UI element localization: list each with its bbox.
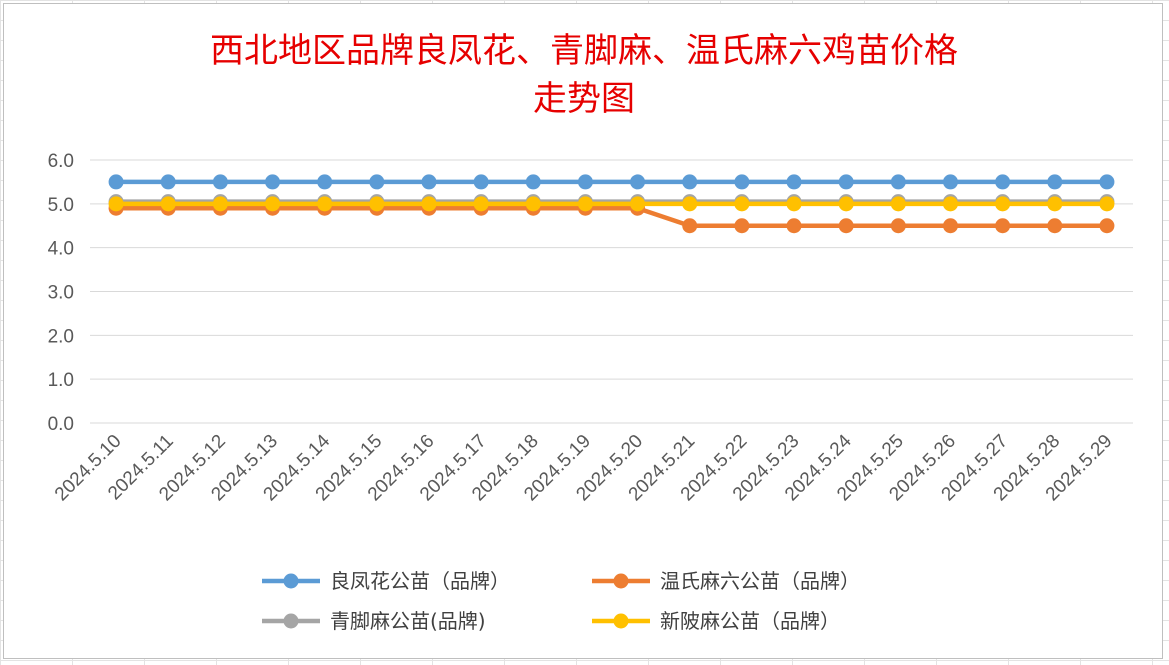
data-point	[577, 174, 593, 190]
y-tick-label: 4.0	[48, 239, 74, 260]
data-point	[317, 196, 333, 212]
data-point	[786, 196, 802, 212]
data-point	[995, 218, 1011, 234]
data-point	[890, 196, 906, 212]
y-tick-label: 3.0	[48, 283, 74, 304]
data-point	[369, 196, 385, 212]
chart-frame[interactable]	[3, 3, 1163, 659]
y-tick-label: 5.0	[48, 195, 74, 216]
data-point	[734, 196, 750, 212]
data-point	[890, 174, 906, 190]
data-point	[1047, 174, 1063, 190]
legend-item[interactable]: 青脚麻公苗(品牌)	[262, 609, 486, 633]
data-point	[369, 174, 385, 190]
data-point	[995, 196, 1011, 212]
y-tick-label: 1.0	[48, 370, 74, 391]
data-point	[786, 218, 802, 234]
data-point	[942, 174, 958, 190]
y-tick-label: 2.0	[48, 326, 74, 347]
chart-title-line-2: 走势图	[533, 79, 635, 119]
data-point	[682, 218, 698, 234]
legend-swatch-marker	[283, 613, 299, 629]
data-point	[212, 174, 228, 190]
chart-title-line-1: 西北地区品牌良凤花、青脚麻、温氏麻六鸡苗价格	[210, 31, 958, 71]
data-point	[682, 174, 698, 190]
data-point	[786, 174, 802, 190]
data-point	[995, 174, 1011, 190]
data-point	[1047, 196, 1063, 212]
data-point	[1099, 218, 1115, 234]
series-3	[108, 196, 1115, 212]
data-point	[942, 218, 958, 234]
data-point	[108, 174, 124, 190]
series-0	[108, 174, 1115, 190]
data-point	[212, 196, 228, 212]
legend-label: 青脚麻公苗(品牌)	[330, 609, 486, 633]
legend-item[interactable]: 温氏麻六公苗（品牌）	[592, 569, 860, 593]
legend-swatch-marker	[613, 613, 629, 629]
data-point	[265, 196, 281, 212]
series-line	[116, 205, 1107, 228]
legend-swatch-marker	[283, 573, 299, 589]
legend-label: 新陂麻公苗（品牌）	[660, 609, 840, 633]
data-point	[838, 174, 854, 190]
legend-label: 良凤花公苗（品牌）	[330, 569, 510, 593]
data-point	[317, 174, 333, 190]
data-point	[473, 196, 489, 212]
data-point	[421, 196, 437, 212]
data-point	[421, 174, 437, 190]
data-point	[1047, 218, 1063, 234]
data-point	[734, 218, 750, 234]
data-point	[630, 196, 646, 212]
y-tick-label: 6.0	[48, 151, 74, 172]
data-point	[473, 174, 489, 190]
data-point	[682, 196, 698, 212]
legend-item[interactable]: 新陂麻公苗（品牌）	[592, 609, 840, 633]
legend-swatch-marker	[613, 573, 629, 589]
data-point	[525, 174, 541, 190]
data-point	[890, 218, 906, 234]
y-tick-label: 0.0	[48, 414, 74, 435]
data-point	[525, 196, 541, 212]
legend-label: 温氏麻六公苗（品牌）	[660, 569, 860, 593]
data-point	[108, 196, 124, 212]
data-point	[577, 196, 593, 212]
data-point	[160, 174, 176, 190]
legend-item[interactable]: 良凤花公苗（品牌）	[262, 569, 510, 593]
data-point	[1099, 174, 1115, 190]
data-point	[160, 196, 176, 212]
data-point	[734, 174, 750, 190]
data-point	[1099, 196, 1115, 212]
data-point	[838, 218, 854, 234]
data-point	[942, 196, 958, 212]
data-point	[838, 196, 854, 212]
data-point	[265, 174, 281, 190]
data-point	[630, 174, 646, 190]
